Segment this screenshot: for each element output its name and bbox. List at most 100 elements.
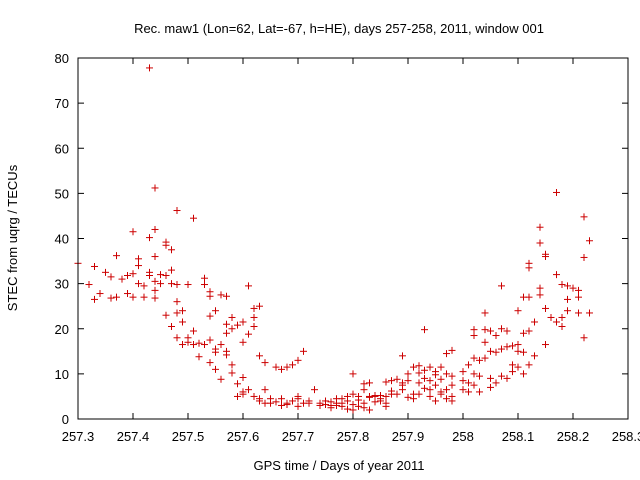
axis-tick-labels: 257.3 257.4 257.5 257.6 257.7 257.8 257.9 258 25…	[55, 51, 640, 444]
data-point-marker	[146, 272, 153, 280]
data-point-marker	[245, 386, 252, 394]
data-point-marker	[184, 334, 192, 342]
y-tick-label: 50	[55, 186, 69, 201]
data-point-marker	[531, 318, 538, 326]
data-point-marker	[558, 322, 566, 330]
data-point-marker	[514, 341, 522, 349]
data-point-marker	[437, 363, 445, 371]
plot-frame	[77, 57, 629, 420]
data-point-marker	[234, 321, 241, 329]
data-point-marker	[206, 292, 214, 300]
data-point-marker	[113, 252, 120, 260]
data-point-marker	[586, 237, 593, 245]
data-point-marker	[96, 290, 104, 298]
data-point-marker	[228, 361, 236, 369]
data-point-marker	[124, 272, 131, 280]
data-point-marker	[278, 365, 285, 373]
data-point-marker	[410, 363, 417, 371]
data-point-marker	[525, 327, 533, 335]
data-point-marker	[201, 341, 208, 349]
data-point-marker	[239, 318, 247, 326]
data-point-marker	[498, 372, 505, 380]
data-point-marker	[487, 327, 494, 335]
data-point-marker	[195, 353, 203, 361]
x-tick-label: 257.9	[392, 429, 425, 444]
data-point-marker	[514, 347, 522, 355]
data-point-marker	[283, 401, 291, 409]
data-point-marker	[525, 293, 533, 301]
data-point-marker	[399, 352, 406, 360]
data-point-marker	[470, 381, 478, 389]
data-point-marker	[575, 293, 582, 301]
data-point-marker	[382, 392, 390, 400]
data-point-marker	[366, 406, 373, 414]
data-point-marker	[140, 282, 148, 290]
data-point-marker	[580, 334, 588, 342]
y-tick-label: 80	[55, 51, 69, 66]
data-point-marker	[107, 273, 115, 281]
data-point-marker	[388, 387, 395, 395]
x-tick-label: 257.4	[117, 429, 150, 444]
data-point-marker	[476, 372, 483, 380]
data-point-marker	[415, 390, 423, 398]
data-point-marker	[404, 370, 412, 378]
data-point-marker	[113, 293, 120, 301]
data-point-marker	[349, 390, 357, 398]
chart-title: Rec. maw1 (Lon=62, Lat=-67, h=HE), days …	[134, 21, 544, 36]
data-point-marker	[498, 345, 505, 353]
data-point-marker	[426, 392, 434, 400]
data-point-marker	[217, 375, 225, 383]
y-tick-label: 60	[55, 141, 69, 156]
data-point-marker	[223, 347, 230, 355]
data-point-marker	[234, 392, 241, 400]
data-point-marker	[135, 280, 142, 288]
data-point-marker	[327, 398, 335, 406]
data-point-marker	[289, 361, 296, 369]
data-point-marker	[536, 239, 544, 247]
data-point-marker	[135, 255, 142, 263]
data-point-marker	[349, 406, 357, 414]
data-point-marker	[157, 280, 164, 288]
data-point-marker	[256, 397, 263, 405]
data-point-marker	[311, 386, 318, 394]
data-point-marker	[228, 369, 236, 377]
data-point-marker	[553, 318, 560, 326]
data-point-marker	[448, 381, 456, 389]
data-point-marker	[289, 397, 296, 405]
data-point-marker	[228, 313, 236, 321]
data-point-marker	[492, 332, 500, 340]
data-point-marker	[487, 374, 494, 382]
data-point-marker	[520, 370, 527, 378]
data-point-marker	[107, 294, 115, 302]
data-point-marker	[421, 366, 428, 374]
data-point-marker	[355, 392, 362, 400]
data-point-marker	[443, 386, 450, 394]
data-point-marker	[162, 311, 170, 319]
data-point-marker	[173, 298, 181, 306]
data-point-marker	[245, 282, 252, 290]
data-point-marker	[278, 401, 285, 409]
data-point-marker	[212, 345, 219, 353]
data-point-marker	[151, 294, 159, 302]
data-point-marker	[157, 271, 164, 279]
data-point-marker	[509, 361, 516, 369]
data-point-marker	[261, 386, 269, 394]
x-axis-title: GPS time / Days of year 2011	[254, 458, 425, 473]
data-point-marker	[536, 291, 544, 299]
data-point-marker	[173, 281, 181, 289]
data-point-marker	[91, 295, 98, 303]
data-point-marker	[498, 325, 505, 333]
data-point-marker	[129, 228, 137, 236]
data-point-marker	[184, 281, 192, 289]
data-point-marker	[399, 379, 406, 387]
data-point-marker	[432, 368, 439, 376]
data-point-marker	[179, 307, 186, 315]
data-point-marker	[179, 318, 186, 326]
data-point-marker	[536, 284, 544, 292]
data-point-marker	[514, 307, 522, 315]
data-point-marker	[168, 280, 175, 288]
data-point-marker	[344, 405, 351, 413]
data-point-marker	[459, 368, 467, 376]
x-tick-label: 257.8	[337, 429, 370, 444]
data-point-marker	[151, 225, 159, 233]
